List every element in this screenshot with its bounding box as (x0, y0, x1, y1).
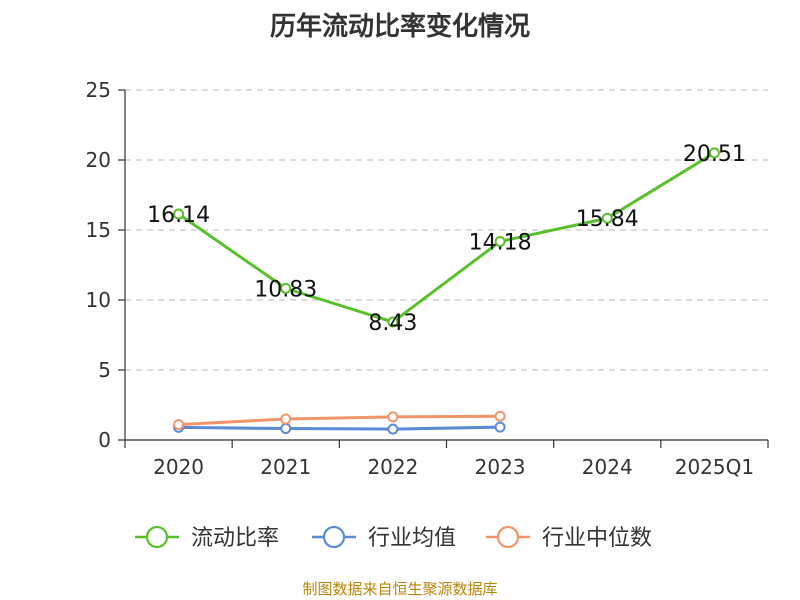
data-label: 14.18 (469, 230, 532, 255)
y-tick-label: 5 (98, 358, 111, 382)
data-point (280, 282, 292, 294)
legend-label: 行业中位数 (542, 526, 652, 551)
data-labels: 16.14 10.83 8.43 14.18 15.84 20.51 (147, 142, 746, 336)
y-tick-label: 10 (86, 288, 111, 312)
x-tick-label: 2025Q1 (675, 455, 754, 479)
series-line (178, 414, 501, 427)
data-point (387, 423, 399, 435)
y-tick-label: 25 (86, 78, 111, 102)
legend-marker (145, 525, 169, 549)
data-point (494, 235, 506, 247)
x-tick-label: 2024 (582, 455, 633, 479)
data-label: 10.83 (254, 277, 317, 302)
y-tick-label: 20 (86, 148, 111, 172)
data-point (173, 419, 185, 431)
data-point (708, 147, 720, 159)
source-note: 制图数据来自恒生聚源数据库 (302, 580, 498, 598)
x-tick-label: 2023 (475, 455, 526, 479)
chart-title: 历年流动比率变化情况 (269, 12, 530, 42)
series-lines (173, 147, 720, 435)
axes: 0 5 10 15 20 25 2020 2021 2022 2023 2024 2025Q1 (86, 78, 769, 479)
legend-label: 行业均值 (368, 526, 456, 551)
legend-marker (496, 525, 520, 549)
data-point (280, 413, 292, 425)
data-label: 20.51 (683, 142, 746, 167)
grid-lines (125, 89, 768, 371)
series-line (177, 151, 716, 324)
data-point (601, 212, 613, 224)
y-tick-label: 0 (98, 428, 111, 452)
data-point (173, 208, 185, 220)
data-point (387, 411, 399, 423)
data-point (494, 421, 506, 433)
data-label: 8.43 (368, 311, 417, 336)
series-line (178, 425, 501, 431)
legend-marker (322, 525, 346, 549)
data-point (494, 410, 506, 422)
legend: 流动比率 行业均值 行业中位数 (135, 525, 652, 551)
x-tick-label: 2020 (153, 455, 204, 479)
x-tick-label: 2022 (367, 455, 418, 479)
data-point (280, 423, 292, 435)
legend-label: 流动比率 (191, 526, 279, 551)
data-label: 16.14 (147, 203, 210, 228)
data-point (387, 316, 399, 328)
y-tick-label: 15 (86, 218, 111, 242)
x-tick-label: 2021 (260, 455, 311, 479)
data-label: 15.84 (576, 207, 639, 232)
